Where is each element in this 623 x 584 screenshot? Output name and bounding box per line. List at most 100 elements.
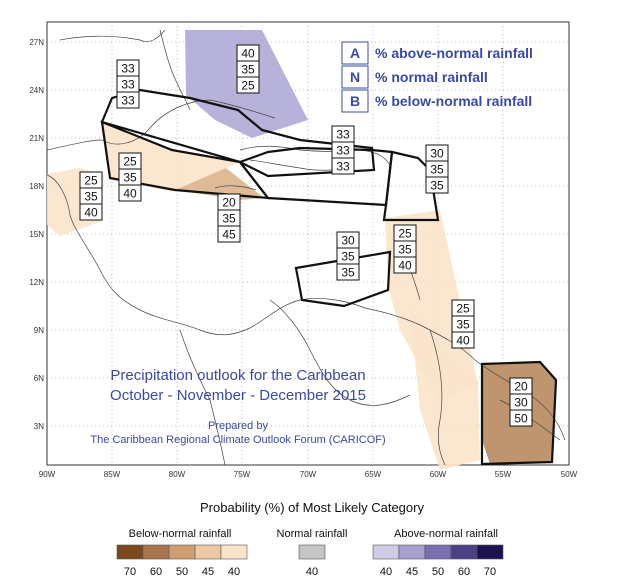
legend-below-label: Below-normal rainfall <box>129 528 232 540</box>
probability-value: 35 <box>222 212 236 226</box>
probability-value: 40 <box>241 47 255 61</box>
key-letter: B <box>350 93 360 109</box>
legend: Probability (%) of Most Likely Category … <box>116 500 504 578</box>
probability-box-windward-islands: 25 35 40 <box>393 224 417 274</box>
legend-tick: 40 <box>228 566 240 578</box>
lon-label: 65W <box>365 470 382 479</box>
probability-cell <box>393 256 417 274</box>
legend-swatch <box>194 544 222 560</box>
key-text: % below-normal rainfall <box>375 93 532 109</box>
probability-value: 50 <box>514 412 528 426</box>
lon-label: 75W <box>234 470 251 479</box>
legend-normal-label: Normal rainfall <box>277 528 348 540</box>
greater-antilles-boundary <box>238 146 394 207</box>
legend-title: Probability (%) of Most Likely Category <box>200 500 424 515</box>
map-title: Precipitation outlook for the Caribbean … <box>90 367 385 446</box>
probability-cell <box>79 203 103 221</box>
probability-cell <box>509 409 533 427</box>
probability-cell <box>118 184 142 202</box>
legend-swatch <box>298 544 326 560</box>
legend-tick: 70 <box>124 566 136 578</box>
legend-tick: 50 <box>176 566 188 578</box>
leeward-islands-boundary <box>382 150 440 222</box>
probability-cell <box>331 157 355 175</box>
probability-value: 35 <box>341 266 355 280</box>
probability-value: 40 <box>456 334 470 348</box>
lat-label: 6N <box>34 374 44 383</box>
axis-labels: 90W 85W 80W 75W 70W 65W 60W 55W 50W 27N … <box>29 38 577 479</box>
legend-tick: 70 <box>484 566 496 578</box>
key-text: % normal rainfall <box>375 69 488 85</box>
probability-box-northwest-caribbean: 33 33 33 <box>116 59 140 109</box>
probability-value: 33 <box>336 160 350 174</box>
probability-box-jamaica-cayman: 25 35 40 <box>118 152 142 202</box>
probability-value: 40 <box>84 206 98 220</box>
probability-cell <box>116 91 140 109</box>
lon-label: 70W <box>300 470 317 479</box>
probability-value: 30 <box>514 396 528 410</box>
legend-swatch <box>424 544 452 560</box>
probability-value: 30 <box>341 234 355 248</box>
probability-value: 25 <box>241 79 255 93</box>
probability-value: 25 <box>398 227 412 241</box>
probability-cell <box>217 225 241 243</box>
legend-swatch <box>116 544 144 560</box>
legend-swatch <box>372 544 400 560</box>
graticule <box>47 22 569 465</box>
probability-value: 35 <box>456 318 470 332</box>
key-letter: A <box>350 45 360 61</box>
probability-box-suriname-french-guiana: 20 30 50 <box>509 377 533 427</box>
legend-swatch <box>450 544 478 560</box>
legend-above-label: Above-normal rainfall <box>394 528 498 540</box>
legend-swatch <box>168 544 196 560</box>
probability-box-guyana: 25 35 40 <box>451 299 475 349</box>
probability-value: 33 <box>121 94 135 108</box>
legend-swatch <box>476 544 504 560</box>
probability-value: 35 <box>341 250 355 264</box>
prepared-line-1: Prepared by <box>208 420 268 432</box>
key-text: % above-normal rainfall <box>375 45 533 61</box>
lon-label: 90W <box>39 470 56 479</box>
lon-label: 80W <box>169 470 186 479</box>
probability-box-abc-islands: 30 35 35 <box>336 231 360 281</box>
probability-box-southwest-jamaica: 20 35 45 <box>217 193 241 243</box>
lat-label: 15N <box>29 230 44 239</box>
lon-label: 85W <box>104 470 121 479</box>
probability-value: 33 <box>336 128 350 142</box>
lat-label: 27N <box>29 38 44 47</box>
probability-box-belize-yucatan: 25 35 40 <box>79 171 103 221</box>
lat-label: 12N <box>29 278 44 287</box>
probability-value: 33 <box>121 78 135 92</box>
probability-value: 20 <box>222 196 236 210</box>
title-line-1: Precipitation outlook for the Caribbean <box>110 367 365 384</box>
probability-cell <box>336 263 360 281</box>
legend-tick: 45 <box>406 566 418 578</box>
probability-cell <box>425 176 449 194</box>
lon-label: 55W <box>495 470 512 479</box>
probability-value: 35 <box>123 171 137 185</box>
lon-label: 60W <box>430 470 447 479</box>
legend-swatch <box>142 544 170 560</box>
probability-box-leeward-islands: 30 35 35 <box>425 144 449 194</box>
lat-label: 9N <box>34 326 44 335</box>
abc-islands-boundary <box>294 250 392 308</box>
legend-tick: 60 <box>458 566 470 578</box>
title-line-2: October - November - December 2015 <box>110 387 366 404</box>
probability-value: 40 <box>123 187 137 201</box>
prepared-line-2: The Caribbean Regional Climate Outlook F… <box>90 434 385 446</box>
probability-box-bahamas: 40 35 25 <box>236 44 260 94</box>
probability-value: 25 <box>84 174 98 188</box>
probability-value: 33 <box>336 144 350 158</box>
probability-value: 35 <box>84 190 98 204</box>
legend-tick: 60 <box>150 566 162 578</box>
legend-tick: 50 <box>432 566 444 578</box>
key-letter: N <box>350 69 360 85</box>
probability-value: 25 <box>123 155 137 169</box>
guyana-shading <box>410 310 480 470</box>
probability-value: 45 <box>222 228 236 242</box>
probability-value: 35 <box>430 163 444 177</box>
probability-value: 35 <box>241 63 255 77</box>
lat-label: 24N <box>29 86 44 95</box>
probability-boxes: 33 33 33 40 35 25 25 35 40 25 35 40 20 35 45 33 33 33 30 35… <box>79 44 533 427</box>
